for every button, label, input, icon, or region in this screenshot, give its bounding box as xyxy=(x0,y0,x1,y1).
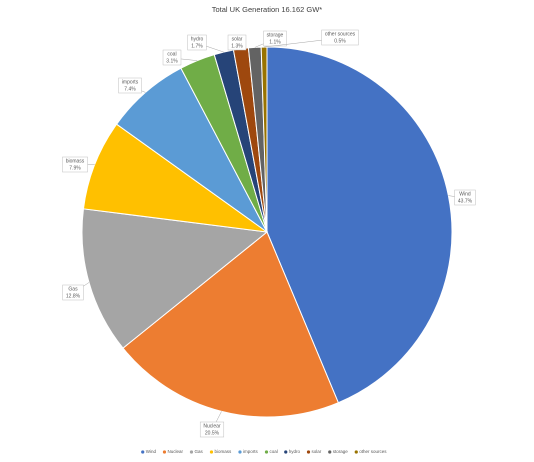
label-box xyxy=(162,49,182,66)
data-label-name: Wind xyxy=(459,191,471,197)
label-box xyxy=(263,30,287,47)
data-label-value: 0.5% xyxy=(334,38,346,44)
data-label-name: imports xyxy=(122,79,139,85)
legend-swatch xyxy=(238,450,242,454)
legend-swatch xyxy=(306,450,311,454)
legend-label: biomass xyxy=(214,449,232,454)
data-label-value: 43.7% xyxy=(458,198,473,204)
legend-label: solar xyxy=(312,449,322,454)
legend-swatch xyxy=(141,450,145,454)
legend-label: coal xyxy=(269,449,277,454)
label-box xyxy=(199,421,225,438)
legend-swatch xyxy=(264,450,269,454)
data-label-value: 1.1% xyxy=(269,39,281,45)
data-label-name: biomass xyxy=(66,158,85,164)
legend-swatch xyxy=(162,450,167,454)
label-box xyxy=(187,34,207,51)
legend-label: storage xyxy=(333,449,349,454)
legend-swatch xyxy=(209,450,214,454)
legend-swatch xyxy=(189,450,194,454)
label-box xyxy=(321,29,359,46)
legend-label: Gas xyxy=(194,449,203,454)
data-label-name: Gas xyxy=(68,286,78,292)
data-label-value: 7.4% xyxy=(124,86,136,92)
label-box xyxy=(118,77,142,94)
data-label-name: storage xyxy=(267,32,284,38)
data-label-value: 3.1% xyxy=(166,58,178,64)
data-label-value: 7.9% xyxy=(69,165,81,171)
data-label-name: other sources xyxy=(325,31,356,37)
legend-swatch xyxy=(284,450,288,454)
legend-label: imports xyxy=(243,449,259,454)
data-label-name: solar xyxy=(232,36,243,42)
chart-title: Total UK Generation 16.162 GW* xyxy=(212,5,323,14)
pie-slice xyxy=(82,123,268,233)
data-label-value: 12.8% xyxy=(66,293,81,299)
label-box xyxy=(454,189,476,206)
legend-swatch xyxy=(354,450,358,454)
legend: Wind Nuclear Gas biomass imports coal hydro sol… xyxy=(141,449,387,454)
data-label-name: coal xyxy=(167,51,176,57)
data-label-name: Nuclear xyxy=(203,423,221,429)
legend-label: other sources xyxy=(359,449,387,454)
label-box xyxy=(62,156,88,173)
label-box xyxy=(227,34,247,51)
legend-swatch xyxy=(328,450,332,454)
legend-label: Wind xyxy=(146,449,157,454)
legend-label: hydro xyxy=(289,449,301,454)
pie-slice xyxy=(260,46,268,233)
data-label-value: 1.3% xyxy=(231,43,243,49)
legend-label: Nuclear xyxy=(167,449,183,454)
data-label-value: 20.5% xyxy=(205,430,220,436)
label-box xyxy=(62,284,84,301)
data-label-name: hydro xyxy=(191,36,204,42)
data-label-value: 1.7% xyxy=(191,43,203,49)
pie-slice xyxy=(266,46,453,404)
